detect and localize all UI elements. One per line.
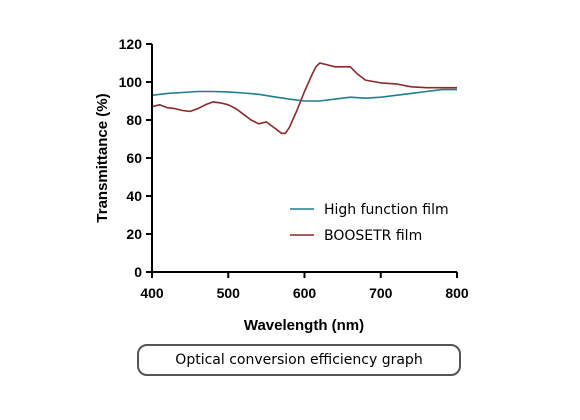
series-line-boosetr-film — [151, 62, 457, 135]
y-axis-title: Transmittance (%) — [94, 93, 111, 222]
x-tick-label: 400 — [140, 285, 164, 301]
x-axis-title: Wavelength (nm) — [244, 317, 364, 334]
tick-labels: 0 20 40 60 80 100 120 400 500 600 700 800 — [119, 36, 469, 301]
plot-area — [151, 62, 457, 135]
caption-box: Optical conversion efficiency graph — [137, 344, 461, 376]
y-tick-label: 120 — [119, 36, 143, 52]
y-tick-label: 80 — [126, 112, 142, 128]
axes — [146, 43, 458, 278]
x-tick-label: 500 — [217, 285, 241, 301]
y-tick-label: 20 — [126, 226, 142, 242]
legend-label: High function film — [324, 202, 449, 218]
x-tick-label: 800 — [445, 285, 469, 301]
x-tick-label: 700 — [369, 285, 393, 301]
x-tick-label: 600 — [293, 285, 317, 301]
y-tick-label: 100 — [119, 74, 143, 90]
caption-text: Optical conversion efficiency graph — [175, 352, 423, 368]
y-tick-label: 60 — [126, 150, 142, 166]
legend-label: BOOSETR film — [324, 228, 422, 244]
y-tick-label: 40 — [126, 188, 142, 204]
y-tick-label: 0 — [134, 264, 142, 280]
series-line-high-function-film — [151, 88, 457, 102]
legend: High function film BOOSETR film — [290, 202, 449, 244]
